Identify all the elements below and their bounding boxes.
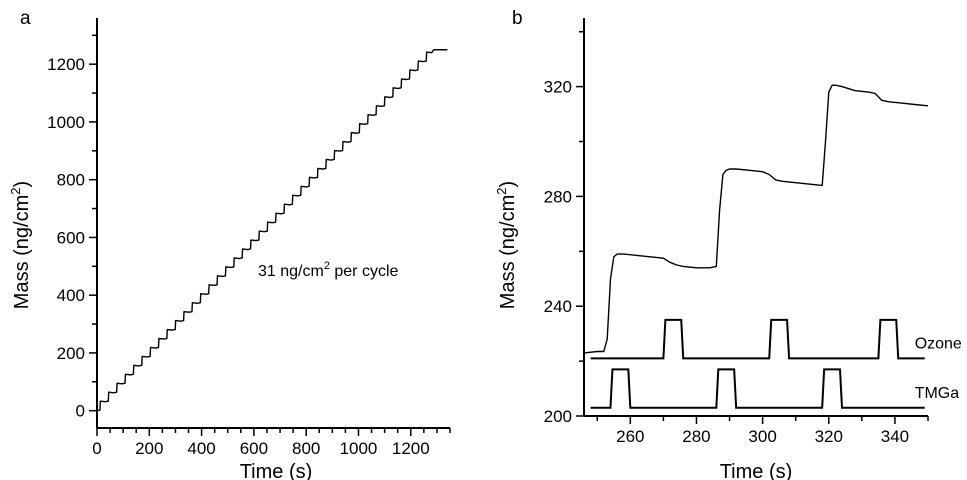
- panel-b-tmga-label: TMGa: [915, 385, 960, 402]
- panel-a-annotation: 31 ng/cm2 per cycle: [258, 260, 399, 280]
- panel-b-x-tick-label: 260: [616, 427, 644, 446]
- panel-a-y-tick-label: 600: [57, 228, 85, 247]
- panel-a-y-tick-label: 800: [57, 171, 85, 190]
- panel-b-ylabel: Mass (ng/cm2): [494, 181, 519, 309]
- panel-b-ozone-pulse: [590, 318, 925, 360]
- panel-b-y-tick-label: 240: [544, 297, 572, 316]
- panel-b-x-tick-label: 320: [815, 427, 843, 446]
- panel-b-xlabel: Time (s): [720, 461, 793, 480]
- panel-a-x-tick-label: 200: [135, 439, 163, 458]
- panel-a-xlabel: Time (s): [240, 461, 313, 480]
- panel-b-y-tick-label: 320: [544, 78, 572, 97]
- panel-b-ozone-label: Ozone: [915, 335, 962, 352]
- panel-a-label: a: [20, 8, 31, 29]
- panel-b-mass-curve: [583, 84, 929, 354]
- panel-a-mass-curve: [96, 49, 448, 412]
- panel-b-y-tick-label: 200: [544, 407, 572, 426]
- panel-a-x-tick-label: 800: [292, 439, 320, 458]
- panel-b: b Time (s) Mass (ng/cm2) 260 280 300 320 340…: [494, 8, 962, 480]
- panel-a-x-tick-label: 600: [240, 439, 268, 458]
- panel-b-x-tick-label: 300: [748, 427, 776, 446]
- panel-a-x-tick-label: 400: [187, 439, 215, 458]
- panel-a-y-tick-label: 1000: [47, 113, 85, 132]
- panel-a-x-tick-label: 1000: [340, 439, 378, 458]
- panel-a-y-tick-label: 400: [57, 286, 85, 305]
- panel-a-y-tick-label: 0: [76, 402, 85, 421]
- panel-a-x-tick-label: 1200: [392, 439, 430, 458]
- panel-b-y-tick-label: 280: [544, 187, 572, 206]
- panel-a-x-tick-label: 0: [92, 439, 101, 458]
- panel-a-ylabel: Mass (ng/cm2): [8, 181, 33, 309]
- panel-b-label: b: [512, 8, 523, 29]
- panel-a-y-tick-label: 200: [57, 344, 85, 363]
- panel-b-tmga-pulse: [590, 368, 925, 409]
- panel-a-y-tick-label: 1200: [47, 55, 85, 74]
- panel-a: a 31 ng/cm2 per cycle Time (s) Mass (ng/…: [8, 8, 451, 480]
- panel-b-x-tick-label: 340: [881, 427, 909, 446]
- panel-b-x-tick-label: 280: [682, 427, 710, 446]
